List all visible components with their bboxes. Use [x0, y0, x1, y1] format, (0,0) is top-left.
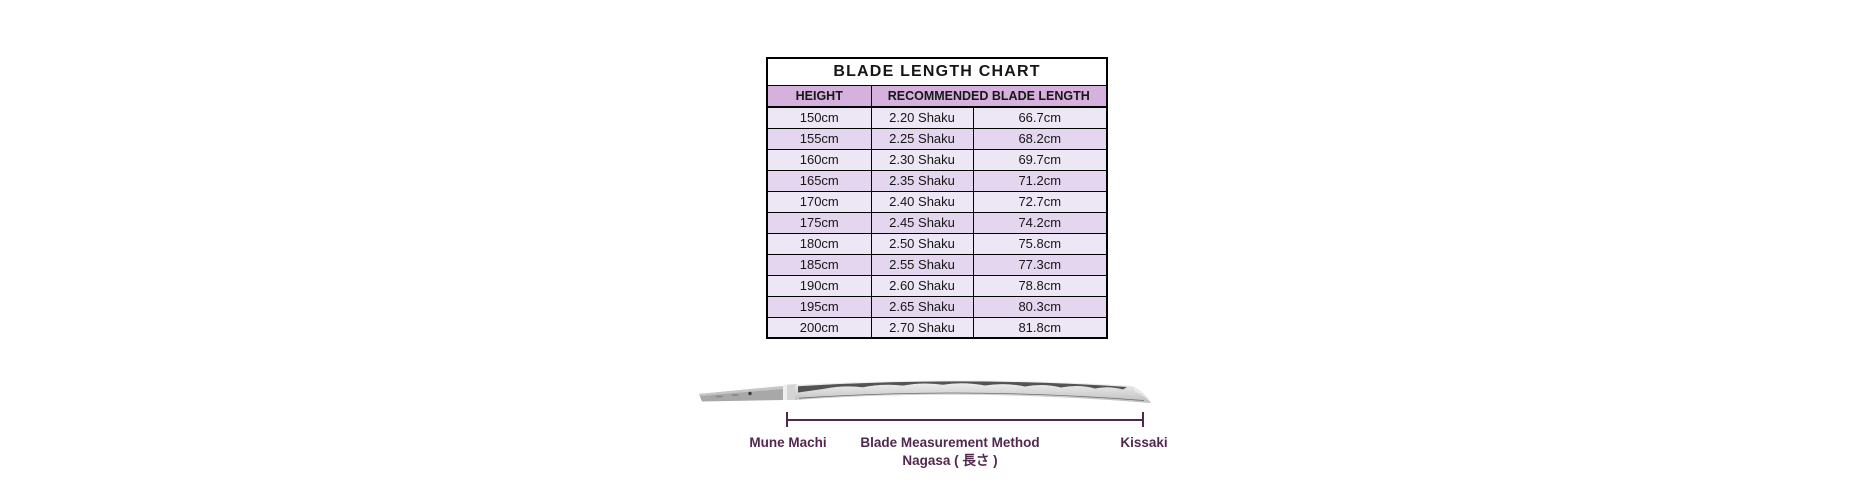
table-row: 165cm 2.35 Shaku 71.2cm — [766, 169, 1108, 192]
cell-cm: 77.3cm — [972, 253, 1108, 276]
measurement-line — [787, 419, 1143, 421]
cell-shaku: 2.30 Shaku — [870, 148, 974, 171]
table-header-row: HEIGHT RECOMMENDED BLADE LENGTH — [766, 84, 1108, 108]
cell-shaku: 2.20 Shaku — [870, 106, 974, 129]
cell-shaku: 2.60 Shaku — [870, 274, 974, 297]
cell-cm: 72.7cm — [972, 190, 1108, 213]
cell-height: 185cm — [766, 253, 872, 276]
blade-length-table: BLADE LENGTH CHART HEIGHT RECOMMENDED BL… — [766, 57, 1109, 339]
header-recommended-blade-length: RECOMMENDED BLADE LENGTH — [870, 84, 1108, 108]
cell-cm: 80.3cm — [972, 295, 1108, 318]
header-height: HEIGHT — [766, 84, 872, 108]
cell-shaku: 2.45 Shaku — [870, 211, 974, 234]
cell-shaku: 2.50 Shaku — [870, 232, 974, 255]
table-row: 150cm 2.20 Shaku 66.7cm — [766, 106, 1108, 129]
cell-height: 200cm — [766, 316, 872, 339]
table-row: 185cm 2.55 Shaku 77.3cm — [766, 253, 1108, 276]
cell-height: 190cm — [766, 274, 872, 297]
cell-shaku: 2.35 Shaku — [870, 169, 974, 192]
label-kissaki: Kissaki — [1120, 435, 1168, 450]
blade-kissaki-tip — [1132, 386, 1151, 403]
table-row: 195cm 2.65 Shaku 80.3cm — [766, 295, 1108, 318]
cell-shaku: 2.25 Shaku — [870, 127, 974, 150]
cell-height: 150cm — [766, 106, 872, 129]
cell-cm: 78.8cm — [972, 274, 1108, 297]
table-row: 200cm 2.70 Shaku 81.8cm — [766, 316, 1108, 339]
cell-height: 175cm — [766, 211, 872, 234]
cell-height: 170cm — [766, 190, 872, 213]
cell-cm: 68.2cm — [972, 127, 1108, 150]
label-nagasa: Nagasa ( 長さ ) — [902, 453, 998, 468]
table-row: 170cm 2.40 Shaku 72.7cm — [766, 190, 1108, 213]
cell-cm: 66.7cm — [972, 106, 1108, 129]
label-blade-measurement-method: Blade Measurement Method — [860, 435, 1040, 450]
katana-blade-image — [699, 380, 1151, 403]
measurement-tick-left — [786, 412, 788, 427]
table-row: 160cm 2.30 Shaku 69.7cm — [766, 148, 1108, 171]
cell-shaku: 2.55 Shaku — [870, 253, 974, 276]
table-title-row: BLADE LENGTH CHART — [766, 57, 1108, 86]
cell-cm: 74.2cm — [972, 211, 1108, 234]
label-mune-machi: Mune Machi — [749, 435, 827, 450]
table-row: 190cm 2.60 Shaku 78.8cm — [766, 274, 1108, 297]
cell-cm: 69.7cm — [972, 148, 1108, 171]
cell-cm: 71.2cm — [972, 169, 1108, 192]
cell-height: 195cm — [766, 295, 872, 318]
cell-height: 165cm — [766, 169, 872, 192]
table-row: 155cm 2.25 Shaku 68.2cm — [766, 127, 1108, 150]
cell-shaku: 2.65 Shaku — [870, 295, 974, 318]
cell-height: 155cm — [766, 127, 872, 150]
cell-height: 160cm — [766, 148, 872, 171]
cell-cm: 81.8cm — [972, 316, 1108, 339]
mekugi-hole — [748, 391, 752, 396]
cell-shaku: 2.40 Shaku — [870, 190, 974, 213]
cell-shaku: 2.70 Shaku — [870, 316, 974, 339]
cell-height: 180cm — [766, 232, 872, 255]
cell-cm: 75.8cm — [972, 232, 1108, 255]
table-title: BLADE LENGTH CHART — [766, 57, 1108, 86]
blade-hamon — [798, 381, 1127, 393]
table-row: 180cm 2.50 Shaku 75.8cm — [766, 232, 1108, 255]
measurement-tick-right — [1142, 412, 1144, 427]
table-row: 175cm 2.45 Shaku 74.2cm — [766, 211, 1108, 234]
